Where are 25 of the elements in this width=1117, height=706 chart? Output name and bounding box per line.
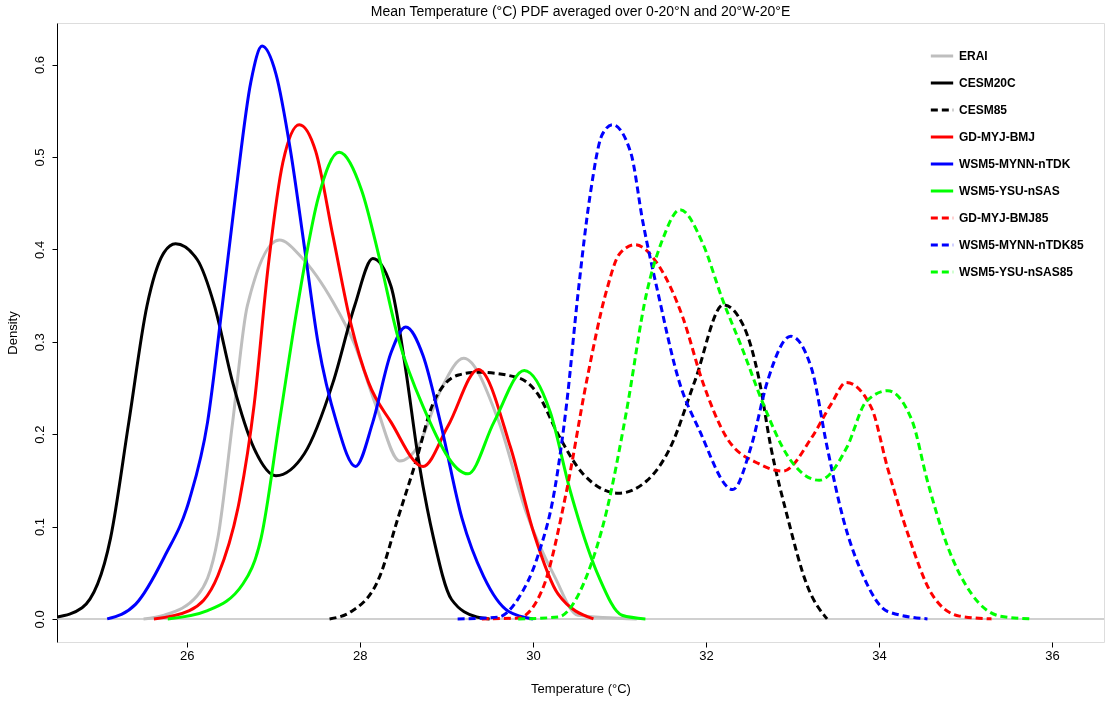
legend-label: CESM20C <box>959 76 1017 90</box>
x-tick-label: 30 <box>526 647 541 663</box>
legend-label: WSM5-MYNN-nTDK <box>959 157 1071 171</box>
chart-title: Mean Temperature (°C) PDF averaged over 0-20°N and 20°W-20°E <box>370 3 791 19</box>
legend-label: CESM85 <box>959 103 1008 117</box>
y-tick-label: 0.2 <box>31 425 47 444</box>
x-tick-label: 28 <box>353 647 368 663</box>
x-tick-label: 36 <box>1045 647 1060 663</box>
y-tick-label: 0.4 <box>31 240 47 259</box>
x-axis-title: Temperature (°C) <box>531 680 631 696</box>
x-tick-label: 32 <box>699 647 714 663</box>
y-tick-label: 0.0 <box>31 610 47 629</box>
legend-label: GD-MYJ-BMJ85 <box>959 211 1049 225</box>
y-tick-label: 0.3 <box>31 333 47 352</box>
legend-label: GD-MYJ-BMJ <box>959 130 1036 144</box>
y-tick-label: 0.5 <box>31 148 47 167</box>
legend-label: WSM5-MYNN-nTDK85 <box>959 238 1084 252</box>
legend-label: WSM5-YSU-nSAS <box>959 184 1060 198</box>
y-tick-label: 0.1 <box>31 517 47 537</box>
y-tick-label: 0.6 <box>31 56 47 75</box>
legend-label: ERAI <box>959 49 988 63</box>
y-axis-title: Density <box>4 310 20 355</box>
legend-label: WSM5-YSU-nSAS85 <box>959 265 1074 279</box>
x-tick-label: 26 <box>180 647 195 663</box>
x-tick-label: 34 <box>872 647 887 663</box>
